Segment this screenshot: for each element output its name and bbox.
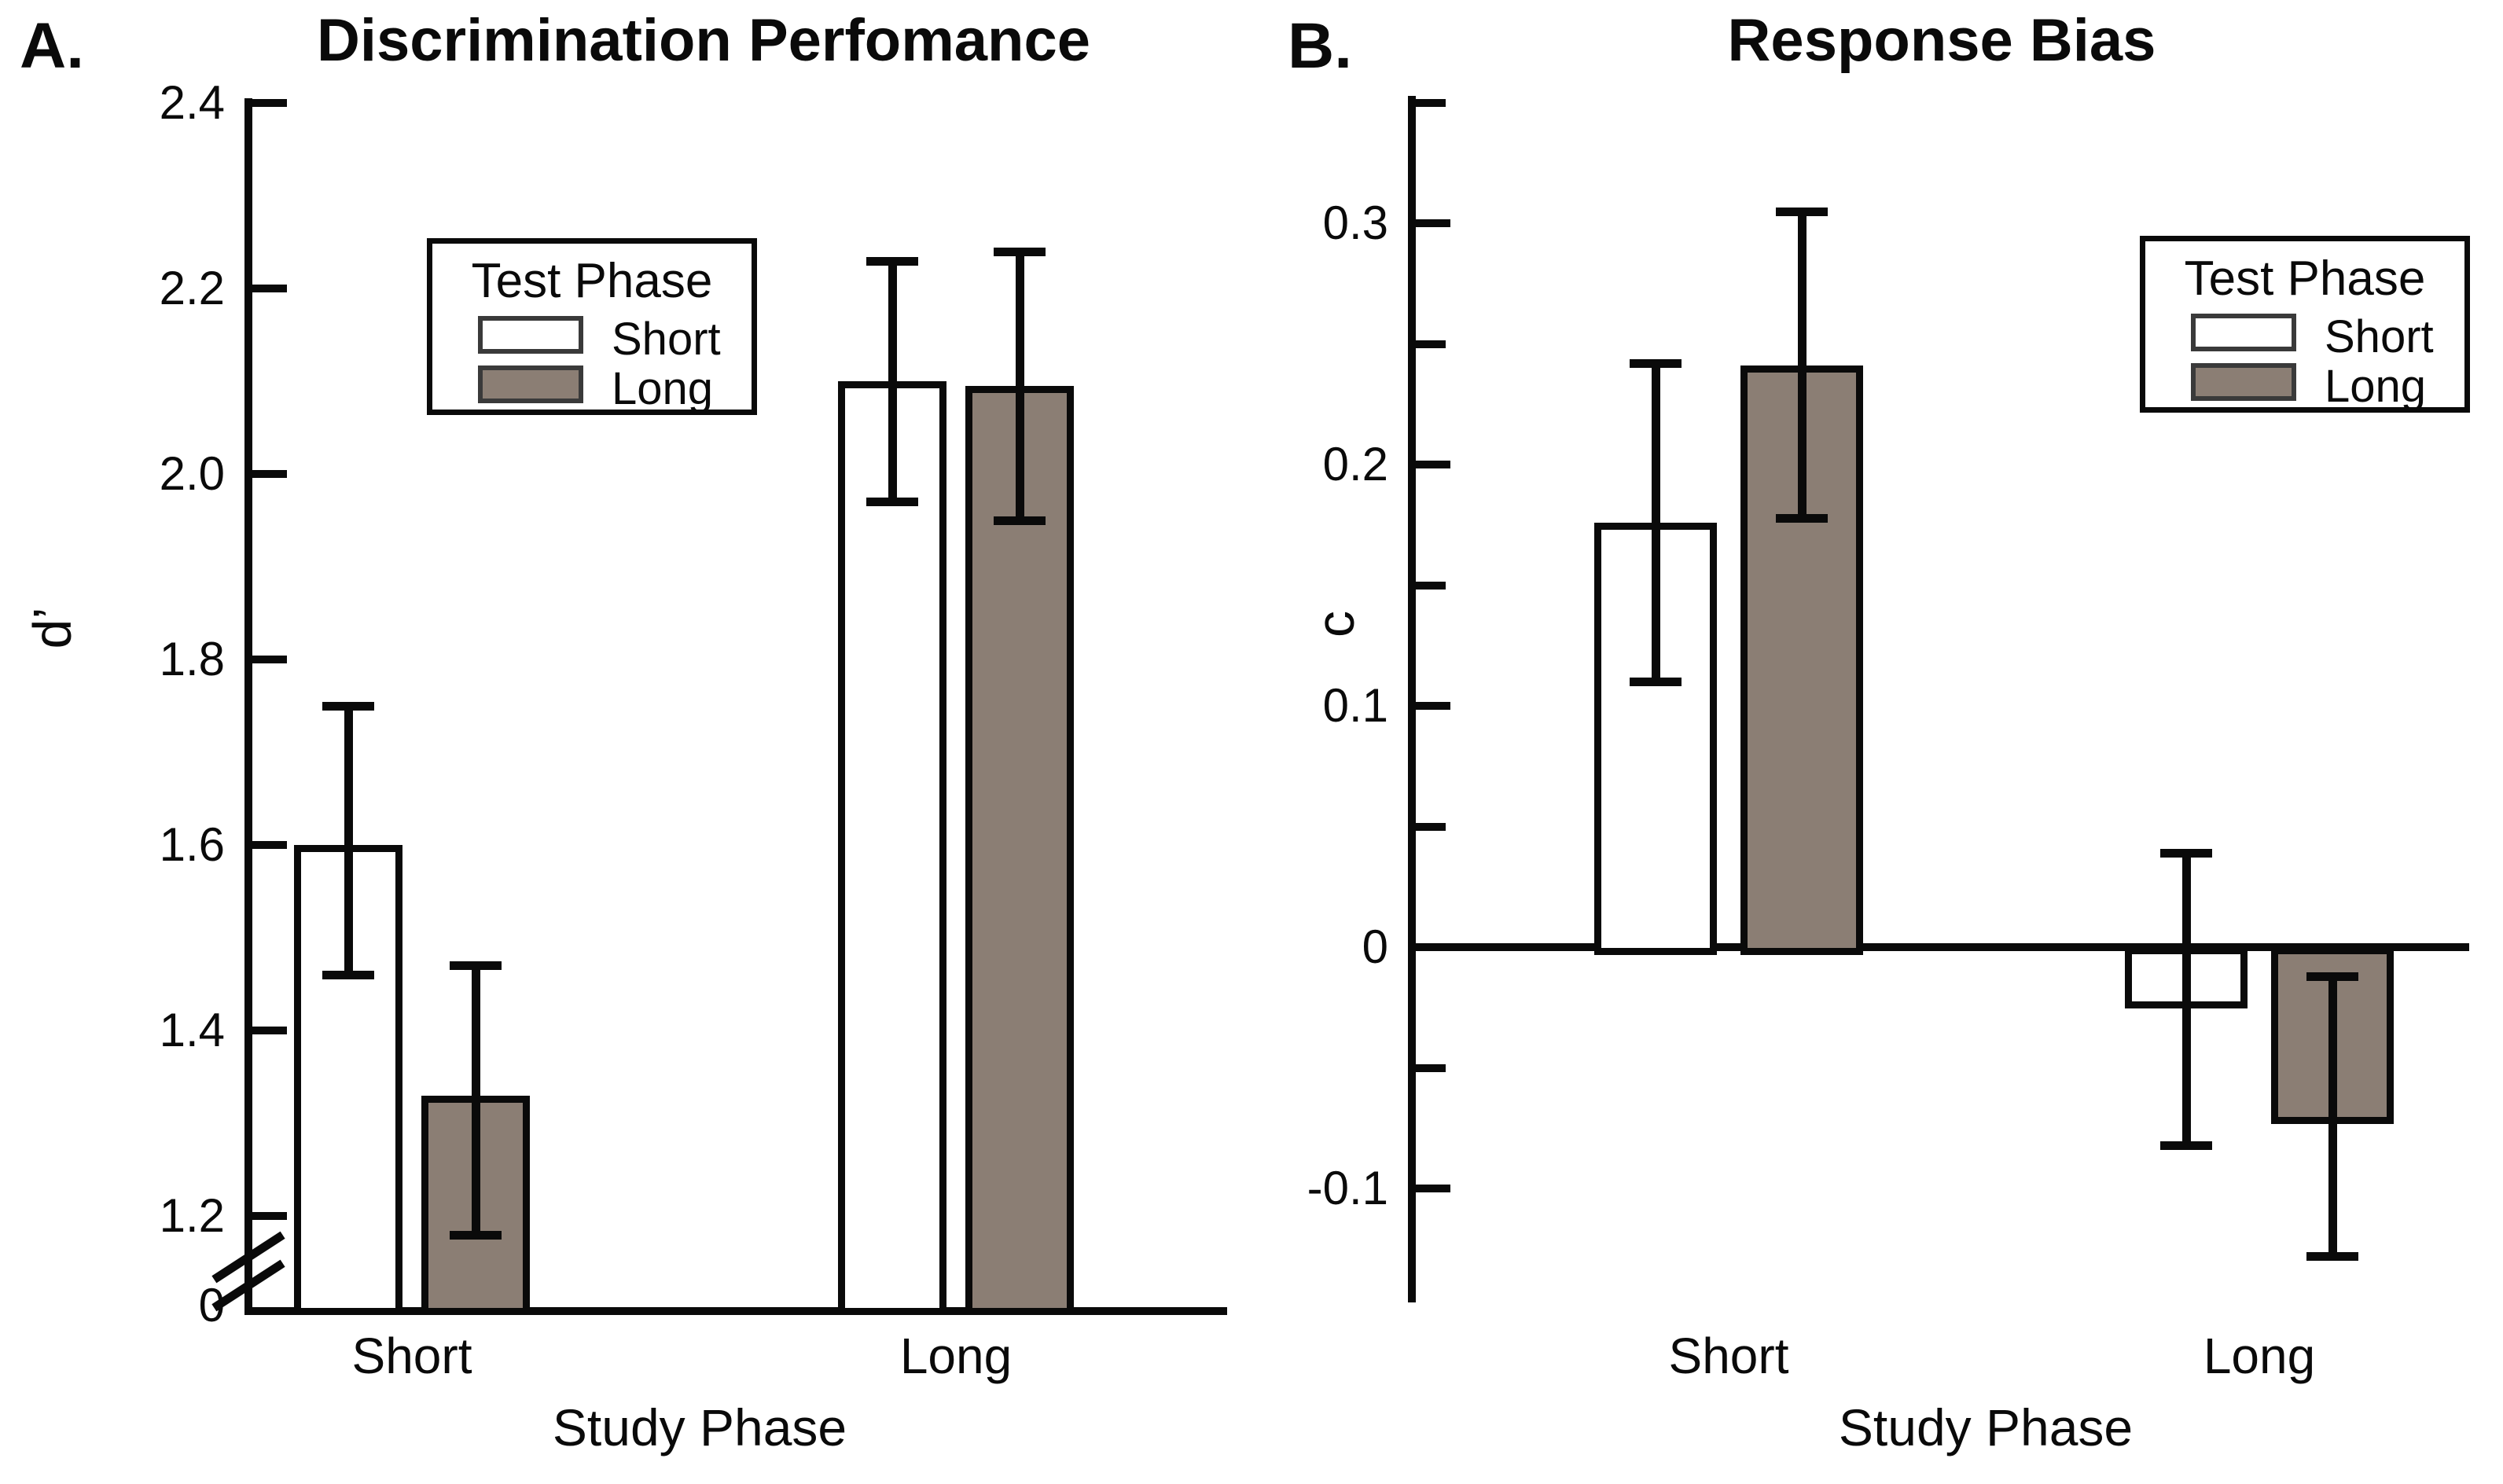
panel-b-x-axis-label: Study Phase <box>1838 1398 2134 1456</box>
panel-b-legend-title: Test Phase <box>2184 252 2426 306</box>
error-bar-cap-top <box>866 256 918 266</box>
y-tick <box>251 1027 287 1034</box>
panel-a-title: Discrimination Perfomance <box>316 7 1091 74</box>
error-bar-cap-bottom <box>994 516 1046 525</box>
legend-label-long: Long <box>612 363 714 414</box>
bar-short-study-long-test <box>1740 365 1863 955</box>
error-bar-cap-top <box>1776 207 1828 216</box>
error-bar-cap-bottom <box>866 498 918 507</box>
error-bar-line <box>2182 853 2191 1145</box>
panel-b-y-axis-line <box>1408 96 1416 1302</box>
legend-swatch-short <box>478 316 583 354</box>
y-tick <box>1414 219 1450 227</box>
panel-b-zero-line <box>1408 943 2469 951</box>
y-tick-label: 1.6 <box>159 818 225 871</box>
error-bar-cap-top <box>2306 972 2358 981</box>
error-bar-cap-top <box>994 247 1046 256</box>
panel-b-category-long: Long <box>2203 1328 2316 1384</box>
y-tick-label: 1.2 <box>159 1189 225 1242</box>
error-bar-cap-top <box>1630 359 1682 369</box>
error-bar-cap-bottom <box>1630 678 1682 687</box>
y-tick-label: 1.4 <box>159 1004 225 1056</box>
error-bar-cap-bottom <box>322 971 374 980</box>
legend-label-short: Short <box>2325 311 2434 362</box>
y-minor-tick <box>1414 1063 1446 1072</box>
legend-label-long: Long <box>2325 361 2427 412</box>
y-tick <box>1414 943 1450 951</box>
error-bar-cap-top <box>2160 849 2212 858</box>
panel-a-category-short: Short <box>351 1328 472 1384</box>
panel-b-title: Response Bias <box>1727 7 2156 74</box>
y-minor-tick <box>1414 822 1446 831</box>
legend-label-short: Short <box>612 314 721 365</box>
panel-a-legend: Test Phase Short Long <box>427 238 757 415</box>
error-bar-line <box>1798 211 1806 518</box>
y-tick-label: 0.2 <box>1322 438 1388 490</box>
error-bar-cap-top <box>322 702 374 711</box>
y-minor-tick <box>1414 581 1446 590</box>
panel-a-y-axis-line <box>244 98 252 1315</box>
error-bar-line <box>1652 363 1660 682</box>
bar-long-study-short-test <box>838 381 946 1315</box>
y-tick <box>1414 1185 1450 1192</box>
y-tick-label: 2.2 <box>159 262 225 314</box>
panel-b-letter: B. <box>1288 10 1352 82</box>
y-baseline-label: 0 <box>198 1279 225 1332</box>
bar-short-study-short-test <box>1594 522 1717 955</box>
panel-a-category-long: Long <box>899 1328 1013 1384</box>
bar-long-study-long-test <box>965 385 1074 1315</box>
panel-a-x-axis-label: Study Phase <box>552 1398 847 1456</box>
error-bar-line <box>888 260 897 502</box>
y-tick-label: 0.3 <box>1322 197 1388 249</box>
y-tick <box>251 841 287 849</box>
y-tick-label: 2.4 <box>159 76 225 129</box>
error-bar-cap-bottom <box>2306 1251 2358 1261</box>
y-tick-label: 0.1 <box>1322 679 1388 732</box>
error-bar-line <box>1016 251 1024 520</box>
panel-a-x-axis-line <box>244 1307 1227 1315</box>
y-tick-label: 0 <box>1362 920 1388 973</box>
y-tick <box>251 99 287 107</box>
legend-swatch-long <box>2191 363 2296 401</box>
panel-a-legend-title: Test Phase <box>471 254 713 308</box>
y-tick-label: 1.8 <box>159 633 225 685</box>
y-tick <box>251 656 287 663</box>
error-bar-line <box>2328 975 2337 1256</box>
legend-swatch-short <box>2191 314 2296 351</box>
panel-b-category-short: Short <box>1668 1328 1789 1384</box>
error-bar-cap-bottom <box>450 1230 502 1240</box>
error-bar-cap-top <box>450 961 502 971</box>
panel-b-legend: Test Phase Short Long <box>2140 236 2470 413</box>
legend-swatch-long <box>478 365 583 403</box>
panel-a-letter: A. <box>20 10 84 82</box>
error-bar-cap-bottom <box>2160 1141 2212 1150</box>
error-bar-cap-bottom <box>1776 513 1828 523</box>
y-tick-label: 2.0 <box>159 447 225 500</box>
y-tick <box>251 1212 287 1220</box>
y-minor-tick <box>1414 340 1446 348</box>
y-tick <box>251 285 287 292</box>
y-tick <box>1414 461 1450 468</box>
error-bar-line <box>472 965 480 1235</box>
y-tick <box>1414 702 1450 710</box>
error-bar-line <box>344 706 353 975</box>
y-minor-tick <box>1414 98 1446 107</box>
y-tick-label: -0.1 <box>1307 1162 1388 1214</box>
y-tick <box>251 470 287 478</box>
